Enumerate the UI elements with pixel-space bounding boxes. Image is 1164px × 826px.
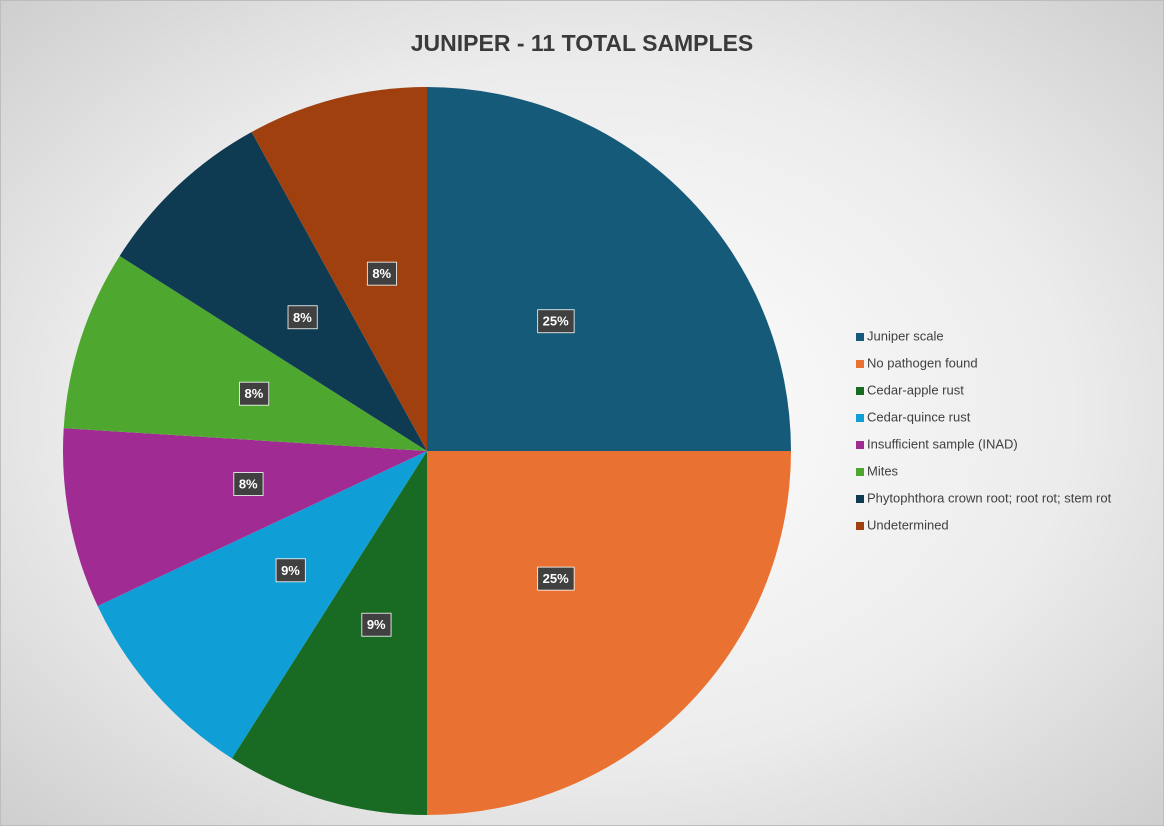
legend-label: Undetermined <box>867 517 949 532</box>
label-box <box>537 309 575 334</box>
legend-label: Mites <box>867 463 899 478</box>
slice-label-group: 8% <box>366 261 397 286</box>
legend-swatch <box>856 360 864 368</box>
legend-label: Cedar-apple rust <box>867 382 964 397</box>
slice-label-group: 9% <box>361 612 392 637</box>
legend-swatch <box>856 387 864 395</box>
legend-label: No pathogen found <box>867 355 978 370</box>
slice-label-group: 25% <box>537 566 575 591</box>
pie-slice <box>63 428 427 606</box>
legend-swatch <box>856 414 864 422</box>
label-box <box>537 566 575 591</box>
slice-label-group: 8% <box>239 381 270 406</box>
label-box <box>366 261 397 286</box>
legend-label: Juniper scale <box>867 328 944 343</box>
slice-label: 8% <box>372 266 391 281</box>
slice-label-group: 8% <box>233 472 264 496</box>
pie-slice <box>119 132 427 452</box>
pie-slice <box>63 255 428 451</box>
legend-label: Cedar-quince rust <box>867 409 971 424</box>
label-box <box>275 558 306 583</box>
slice-label: 25% <box>543 571 569 586</box>
pie-slice <box>427 87 791 451</box>
slice-label: 9% <box>367 617 386 632</box>
label-box <box>287 305 318 330</box>
slice-label: 8% <box>293 310 312 325</box>
legend-label: Phytophthora crown root; root rot; stem … <box>867 490 1112 505</box>
slice-label-group: 9% <box>275 558 306 583</box>
legend-swatch <box>856 495 864 503</box>
slice-label: 9% <box>281 563 300 578</box>
pie-slice <box>427 451 791 815</box>
label-box <box>239 381 270 406</box>
label-box <box>233 472 264 496</box>
pie-slice <box>97 451 428 759</box>
pie-slice <box>231 451 427 815</box>
legend-swatch <box>856 441 864 449</box>
legend-swatch <box>856 468 864 476</box>
pie-slice <box>251 87 427 451</box>
slice-label-group: 25% <box>537 309 575 334</box>
legend-swatch <box>856 333 864 341</box>
slice-label-group: 8% <box>287 305 318 330</box>
legend-label: Insufficient sample (INAD) <box>867 436 1018 451</box>
legend-swatch <box>856 522 864 530</box>
slice-label: 25% <box>543 314 569 329</box>
chart-title: JUNIPER - 11 TOTAL SAMPLES <box>411 30 754 56</box>
slice-label: 8% <box>239 477 258 492</box>
label-box <box>361 612 392 637</box>
slice-label: 8% <box>245 386 264 401</box>
